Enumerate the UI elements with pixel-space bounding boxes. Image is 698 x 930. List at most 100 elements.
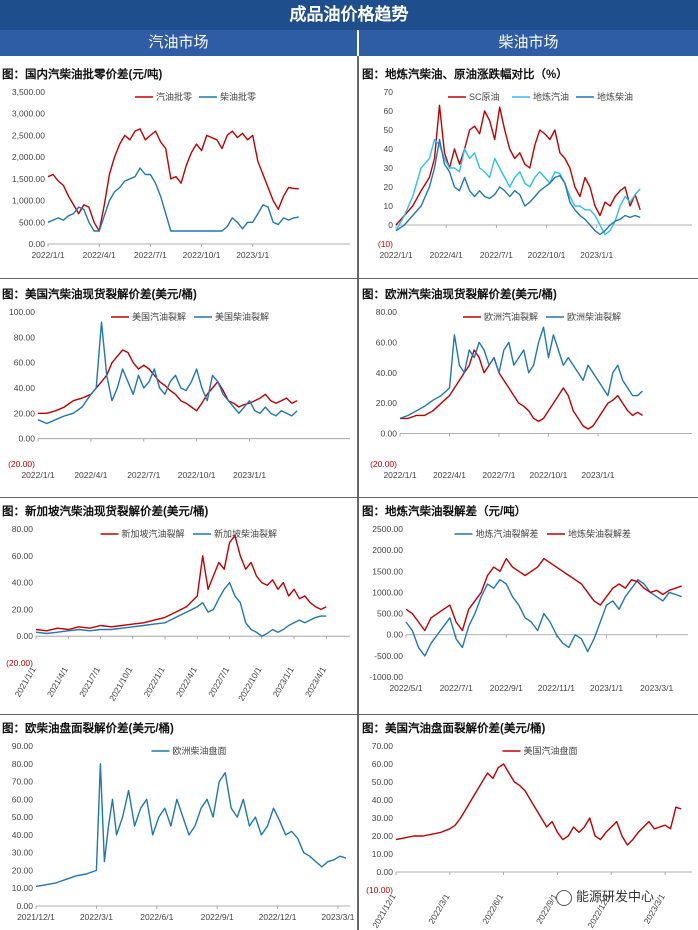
- y-tick-label: 1,000.00: [12, 196, 45, 206]
- y-tick-label: 60.00: [12, 794, 34, 804]
- series-line: [37, 321, 298, 425]
- chart-plot: (20.00) 0.00 20.00 40.00 60.00 80.00 100.00 202…: [8, 307, 350, 480]
- y-tick-label: 0.00: [18, 434, 35, 444]
- diesel-section-header: 柴油市场: [359, 30, 698, 56]
- y-tick-label: 50.00: [372, 777, 394, 787]
- x-tick-label: 2022/3/1: [426, 892, 451, 926]
- y-tick-label: (20.00): [8, 459, 35, 469]
- series-line: [399, 326, 643, 420]
- y-tick-label: 20: [384, 182, 394, 192]
- x-tick-label: 2022/7/1: [206, 665, 231, 699]
- x-tick-label: 2022/7/1: [440, 683, 473, 693]
- y-tick-label: 1000.00: [372, 587, 403, 597]
- y-tick-label: 1500.00: [372, 566, 403, 576]
- watermark-text: 能源研发中心: [576, 889, 655, 904]
- y-tick-label: 3,500.00: [12, 87, 45, 97]
- y-tick-label: 0.00: [376, 867, 393, 877]
- y-tick-label: 30.00: [372, 813, 394, 823]
- chart-panel-local-refinery-change-comparison: 图：地炼汽柴油、原油涨跌幅对比（%） (10) 0 10 20 30 40 50 60 70 20…: [360, 66, 698, 276]
- x-tick-label: 2022/12/1: [259, 912, 297, 922]
- y-tick-label: 2000.00: [372, 545, 403, 555]
- watermark: 能源研发中心: [556, 886, 654, 906]
- y-tick-label: 2,000.00: [12, 152, 45, 162]
- y-tick-label: 100.00: [9, 307, 35, 317]
- series-line: [35, 581, 327, 637]
- series-line: [395, 763, 682, 846]
- x-tick-label: 2021/7/1: [77, 665, 102, 699]
- chart-panel-domestic-wholesale-retail-spread: 图：国内汽柴油批零价差(元/吨) 0.00 500.00 1,000.00 1,500…: [0, 66, 356, 276]
- x-tick-label: 2022/1/1: [21, 470, 54, 480]
- x-tick-label: 2022/9/1: [490, 683, 523, 693]
- series-line: [400, 349, 643, 430]
- y-tick-label: 1,500.00: [12, 174, 45, 184]
- x-tick-label: 2022/7/1: [480, 250, 513, 260]
- y-tick-label: 0.00: [28, 239, 45, 249]
- series-line: [35, 763, 347, 888]
- y-tick-label: -1000.00: [369, 672, 403, 682]
- chart-panel-us-gasoline-futures-crack: 图：美国汽油盘面裂解价差(美元/桶) (10.00) 0.00 10.00 20.00…: [360, 720, 698, 930]
- legend-label: 汽油批零: [156, 91, 192, 102]
- series-line: [47, 167, 299, 232]
- y-tick-label: 60.00: [376, 337, 398, 347]
- x-tick-label: 2023/1/1: [581, 470, 614, 480]
- y-tick-label: 60.00: [12, 551, 34, 561]
- y-tick-label: 10.00: [12, 883, 34, 893]
- chart-title: 图：国内汽柴油批零价差(元/吨): [2, 69, 163, 81]
- chart-panel-eu-diesel-futures-crack: 图：欧柴油盘面裂解价差(美元/桶) 0.00 10.00 20.00 30.00 40.…: [0, 720, 356, 930]
- x-tick-label: 2022/7/1: [482, 470, 515, 480]
- y-tick-label: 40.00: [14, 383, 36, 393]
- y-tick-label: 60.00: [372, 759, 394, 769]
- x-tick-label: 2022/10/1: [178, 470, 216, 480]
- y-tick-label: 30: [384, 163, 394, 173]
- x-tick-label: 2022/6/1: [480, 892, 505, 926]
- y-tick-label: 20.00: [12, 865, 34, 875]
- x-tick-label: 2022/3/1: [80, 912, 113, 922]
- x-tick-label: 2023/4/1: [303, 665, 328, 699]
- x-tick-label: 2023/1/1: [580, 250, 613, 260]
- chart-plot: 0.00 500.00 1,000.00 1,500.00 2,000.00 2,500.…: [12, 87, 350, 260]
- series-line: [38, 349, 298, 415]
- x-tick-label: 2023/3/1: [321, 912, 354, 922]
- legend-label: SC原油: [469, 91, 500, 102]
- x-tick-label: 2022/1/1: [383, 470, 416, 480]
- y-tick-label: 2,500.00: [12, 130, 45, 140]
- y-tick-label: 10.00: [372, 849, 394, 859]
- series-line: [395, 138, 641, 236]
- y-tick-label: 60.00: [14, 358, 36, 368]
- chart-title: 图：欧洲汽柴油现货裂解价差(美元/桶): [362, 289, 557, 301]
- chart-plot: (10) 0 10 20 30 40 50 60 70 2022/1/1 2022/4/1 2022/…: [378, 87, 692, 260]
- chart-plot: (10.00) 0.00 10.00 20.00 30.00 40.00 50.00 60.0…: [366, 741, 692, 930]
- chart-plot: (20.00) 0.00 20.00 40.00 60.00 80.00 2021/1/1 2…: [6, 524, 350, 703]
- x-tick-label: 2022/7/1: [127, 470, 160, 480]
- y-tick-label: 40.00: [376, 368, 398, 378]
- legend-label: 欧洲柴油盘面: [173, 745, 227, 756]
- y-tick-label: 20.00: [376, 398, 398, 408]
- legend-label: 美国汽油盘面: [524, 745, 578, 756]
- wechat-icon: [556, 889, 572, 906]
- y-tick-label: 40.00: [372, 795, 394, 805]
- chart-plot: 0.00 10.00 20.00 30.00 40.00 50.00 60.00 70.00 8…: [12, 741, 355, 922]
- x-tick-label: 2022/4/1: [74, 470, 107, 480]
- x-tick-label: 2023/1/1: [271, 665, 296, 699]
- series-line: [405, 579, 682, 657]
- series-line: [395, 104, 641, 226]
- chart-title: 图：欧柴油盘面裂解价差(美元/桶): [2, 723, 174, 735]
- chart-title: 图：美国汽柴油现货裂解价差(美元/桶): [2, 289, 197, 301]
- legend-label: 柴油批零: [220, 91, 256, 102]
- chart-title: 图：新加坡汽柴油现货裂解价差(美元/桶): [2, 506, 209, 518]
- y-tick-label: 0.00: [16, 631, 33, 641]
- x-tick-label: 2022/1/1: [31, 250, 64, 260]
- legend-label: 地炼汽油裂解差: [476, 528, 539, 539]
- x-tick-label: 2023/1/1: [233, 470, 266, 480]
- legend-label: 新加坡汽油裂解: [122, 528, 185, 539]
- gasoline-section-header: 汽油市场: [0, 30, 359, 56]
- x-tick-label: 2021/1/1: [13, 665, 38, 699]
- x-tick-label: 2022/10/1: [236, 665, 264, 703]
- x-tick-label: 2021/4/1: [45, 665, 70, 699]
- legend-label: 欧洲汽油裂解: [484, 311, 538, 322]
- chart-title: 图：美国汽油盘面裂解价差(美元/桶): [362, 723, 546, 735]
- x-tick-label: 2023/3/1: [640, 683, 673, 693]
- y-tick-label: 70: [384, 87, 394, 97]
- y-tick-label: 20.00: [12, 604, 34, 614]
- y-tick-label: 40.00: [12, 578, 34, 588]
